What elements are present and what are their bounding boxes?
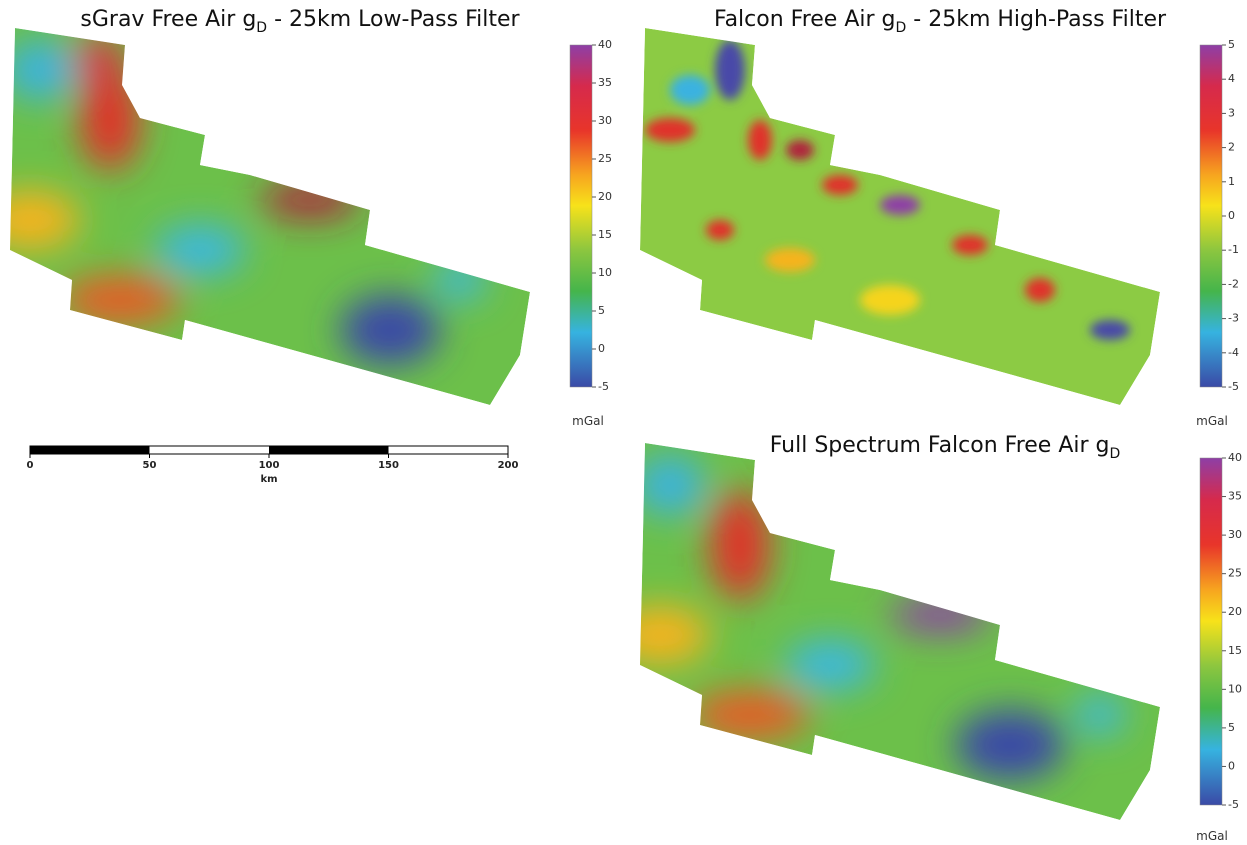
colorbar-tick-label: -5 [598, 380, 609, 393]
colorbar-tick-label: -5 [1228, 380, 1239, 393]
colorbar [1200, 45, 1222, 387]
colorbar-tick-label: -2 [1228, 277, 1239, 290]
colorbar-tick-label: 25 [598, 152, 612, 165]
colorbar-tick-label: 0 [1228, 759, 1235, 772]
colorbar-tick-label: 1 [1228, 175, 1235, 188]
figure: sGrav Free Air gD - 25km Low-Pass Filter… [0, 0, 1247, 845]
colorbar-tick-label: 15 [1228, 644, 1242, 657]
colorbar-tick-label: 35 [598, 76, 612, 89]
title-text: Full Spectrum Falcon Free Air g [770, 433, 1110, 458]
colorbar-unit: mGal [1196, 829, 1228, 843]
colorbar-unit: mGal [572, 414, 604, 428]
scale-bar [30, 446, 508, 454]
colorbar-unit: mGal [1196, 414, 1228, 428]
title-text: Falcon Free Air g [714, 7, 896, 32]
colorbar-tick-label: 35 [1228, 490, 1242, 503]
colorbar-tick-label: -5 [1228, 798, 1239, 811]
title-text: - 25km High-Pass Filter [906, 7, 1167, 32]
title-text: sGrav Free Air g [80, 7, 256, 32]
colorbar-tick-label: -4 [1228, 346, 1239, 359]
colorbar-tick-label: 0 [598, 342, 605, 355]
colorbar-tick-label: -3 [1228, 312, 1239, 325]
colorbar-tick-label: 30 [598, 114, 612, 127]
title-subscript: D [896, 20, 907, 36]
scale-label: 50 [143, 460, 157, 471]
colorbar-tick-label: 10 [598, 266, 612, 279]
scale-label: 0 [27, 460, 34, 471]
scale-label: 100 [259, 460, 280, 471]
panel-title: Falcon Free Air gD - 25km High-Pass Filt… [714, 7, 1167, 36]
colorbar [1200, 458, 1222, 805]
map-full-spectrum [610, 443, 1160, 820]
colorbar-tick-label: 10 [1228, 682, 1242, 695]
title-subscript: D [1110, 446, 1121, 462]
colorbar-tick-label: 2 [1228, 141, 1235, 154]
colorbar-tick-label: 4 [1228, 72, 1235, 85]
map-low-pass [0, 28, 530, 405]
colorbar-tick-label: 20 [598, 190, 612, 203]
title-subscript: D [256, 20, 267, 36]
scale-unit: km [260, 474, 277, 485]
map-high-pass [640, 28, 1160, 405]
colorbar-tick-label: 25 [1228, 567, 1242, 580]
scale-label: 200 [498, 460, 519, 471]
colorbar-tick-label: 5 [1228, 721, 1235, 734]
panel-title: Full Spectrum Falcon Free Air gD [770, 433, 1121, 462]
colorbar-tick-label: -1 [1228, 243, 1239, 256]
panel-title: sGrav Free Air gD - 25km Low-Pass Filter [80, 7, 520, 36]
title-text: - 25km Low-Pass Filter [267, 7, 520, 32]
colorbar-tick-label: 40 [1228, 451, 1242, 464]
colorbar-tick-label: 30 [1228, 528, 1242, 541]
colorbar-tick-label: 20 [1228, 605, 1242, 618]
colorbar-tick-label: 40 [598, 38, 612, 51]
colorbar-tick-label: 0 [1228, 209, 1235, 222]
colorbar-tick-label: 5 [598, 304, 605, 317]
colorbar-tick-label: 15 [598, 228, 612, 241]
scale-label: 150 [378, 460, 399, 471]
colorbar-tick-label: 3 [1228, 106, 1235, 119]
colorbar-tick-label: 5 [1228, 38, 1235, 51]
colorbar [570, 45, 592, 387]
